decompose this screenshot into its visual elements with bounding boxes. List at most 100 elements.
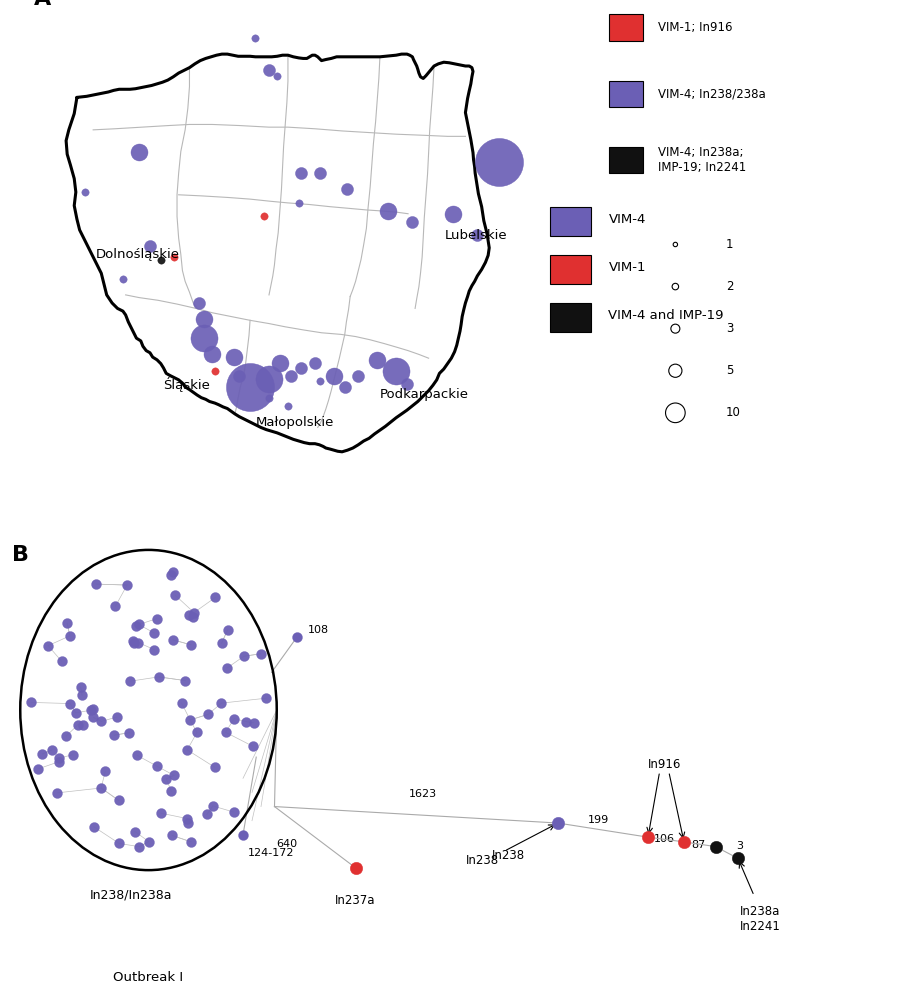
Point bbox=[232, 368, 247, 384]
Point bbox=[74, 679, 88, 695]
Point bbox=[200, 807, 214, 823]
Point bbox=[197, 331, 211, 347]
Point bbox=[110, 709, 124, 725]
Point bbox=[112, 836, 126, 852]
Point bbox=[180, 741, 194, 758]
Point bbox=[86, 701, 101, 717]
Bar bbox=[550, 206, 591, 235]
Point bbox=[214, 695, 229, 711]
Point bbox=[60, 615, 75, 631]
Point bbox=[183, 711, 197, 727]
Point bbox=[182, 607, 196, 623]
Point bbox=[32, 761, 46, 777]
Text: In238/In238a: In238/In238a bbox=[89, 889, 172, 902]
Point bbox=[220, 622, 235, 638]
Text: In238a
In2241: In238a In2241 bbox=[740, 906, 781, 934]
Point bbox=[641, 830, 655, 846]
Text: 1623: 1623 bbox=[409, 790, 437, 800]
Text: 199: 199 bbox=[588, 816, 609, 826]
Point bbox=[50, 785, 64, 801]
Text: 2: 2 bbox=[725, 281, 734, 293]
Text: Śląskie: Śląskie bbox=[164, 377, 211, 392]
Point bbox=[164, 566, 178, 582]
Point bbox=[491, 154, 506, 170]
Bar bbox=[550, 255, 591, 284]
Point bbox=[85, 702, 99, 718]
Text: In238: In238 bbox=[492, 849, 525, 862]
Point bbox=[220, 660, 234, 676]
Point bbox=[127, 634, 141, 650]
Point bbox=[164, 784, 178, 800]
Point bbox=[668, 405, 682, 421]
Point bbox=[294, 360, 309, 376]
Point bbox=[77, 184, 92, 200]
Point bbox=[185, 608, 200, 624]
Point bbox=[75, 687, 89, 703]
Point bbox=[201, 706, 215, 722]
Point bbox=[389, 363, 403, 379]
Text: Outbreak I: Outbreak I bbox=[113, 971, 184, 984]
Text: VIM-1: VIM-1 bbox=[608, 262, 646, 275]
Point bbox=[400, 376, 414, 392]
Point bbox=[180, 811, 194, 827]
Point bbox=[148, 641, 162, 657]
Point bbox=[150, 759, 165, 775]
Point bbox=[147, 625, 161, 641]
Point bbox=[205, 798, 220, 814]
Point bbox=[94, 713, 109, 729]
Point bbox=[129, 617, 143, 633]
Point bbox=[551, 815, 565, 831]
Point bbox=[168, 587, 183, 603]
Point bbox=[208, 363, 222, 379]
Point bbox=[154, 252, 168, 268]
Text: 640: 640 bbox=[276, 839, 297, 849]
Point bbox=[68, 704, 83, 720]
Point bbox=[86, 709, 101, 725]
Point bbox=[154, 805, 168, 821]
Text: Małopolskie: Małopolskie bbox=[256, 416, 334, 429]
Point bbox=[58, 728, 73, 744]
Text: 124-172: 124-172 bbox=[248, 848, 294, 858]
Text: In916: In916 bbox=[647, 759, 681, 772]
Point bbox=[259, 690, 274, 706]
Point bbox=[122, 673, 137, 689]
Point bbox=[294, 165, 309, 181]
Point bbox=[254, 645, 268, 661]
Point bbox=[205, 347, 220, 363]
Text: 3: 3 bbox=[736, 842, 743, 852]
Point bbox=[44, 742, 58, 759]
Point bbox=[151, 669, 166, 685]
Point bbox=[227, 710, 241, 726]
Point bbox=[262, 62, 276, 78]
Point bbox=[405, 213, 419, 229]
Point bbox=[166, 632, 180, 648]
Text: 1: 1 bbox=[725, 238, 734, 250]
Point bbox=[166, 768, 181, 784]
Point bbox=[226, 804, 240, 820]
Point bbox=[192, 295, 206, 311]
Point bbox=[292, 194, 306, 211]
Point bbox=[175, 695, 189, 711]
Point bbox=[668, 279, 682, 295]
Point bbox=[446, 205, 460, 221]
Point bbox=[51, 754, 66, 770]
Point bbox=[131, 616, 146, 632]
Point bbox=[248, 30, 263, 46]
Text: Dolnośląskie: Dolnośląskie bbox=[96, 247, 180, 261]
Text: VIM-1; In916: VIM-1; In916 bbox=[658, 21, 733, 34]
Point bbox=[731, 851, 745, 867]
Point bbox=[214, 635, 229, 651]
Point bbox=[63, 695, 77, 711]
Point bbox=[130, 747, 144, 764]
Point bbox=[668, 321, 682, 337]
Point bbox=[243, 379, 257, 395]
Point bbox=[370, 352, 384, 368]
Point bbox=[190, 724, 204, 740]
Point bbox=[184, 834, 198, 850]
Point bbox=[237, 648, 251, 664]
Point bbox=[120, 577, 134, 593]
Point bbox=[89, 576, 104, 592]
Point bbox=[149, 610, 164, 626]
Point bbox=[66, 746, 80, 763]
Text: In238: In238 bbox=[466, 854, 500, 867]
